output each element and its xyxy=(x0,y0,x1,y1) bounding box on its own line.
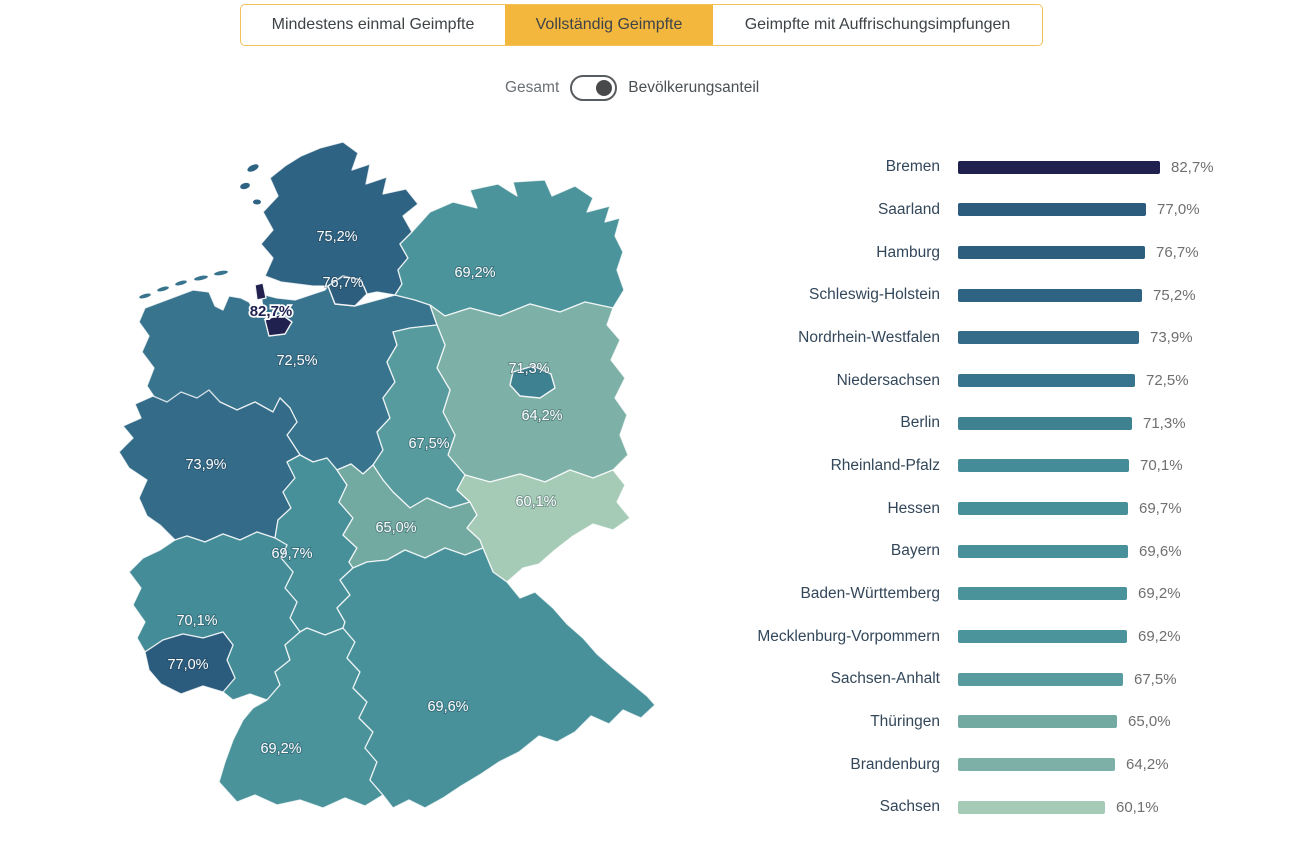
chart-row-hb: Bremen 82,7% xyxy=(700,146,1290,189)
tab-bar: Mindestens einmal Geimpfte Vollständig G… xyxy=(240,4,1043,46)
toggle-switch[interactable] xyxy=(570,75,618,101)
state-bar[interactable] xyxy=(958,459,1129,473)
chart-row-bb: Brandenburg 64,2% xyxy=(700,743,1290,786)
germany-choropleth-map: 75,2% 76,7% 69,2% 72,5% 82,7% 71,3% 64,2% 67,5%… xyxy=(115,140,665,844)
state-value: 72,5% xyxy=(1146,372,1189,390)
state-bar[interactable] xyxy=(958,416,1132,430)
chart-row-bw: Baden-Württemberg 69,2% xyxy=(700,573,1290,616)
map-state-hb[interactable] xyxy=(264,313,293,337)
chart-row-be: Berlin 71,3% xyxy=(700,402,1290,445)
toggle-knob xyxy=(596,80,613,96)
tab-geimpfte-mit-auffrischungsimpfungen[interactable]: Geimpfte mit Auffrischungsimpfungen xyxy=(713,5,1042,45)
state-bar[interactable] xyxy=(958,331,1139,345)
state-name: Bayern xyxy=(890,542,940,560)
state-bar[interactable] xyxy=(958,587,1127,601)
state-value: 70,1% xyxy=(1140,457,1183,475)
state-bar[interactable] xyxy=(958,288,1142,302)
state-value: 73,9% xyxy=(1150,329,1193,347)
state-bar[interactable] xyxy=(958,715,1117,729)
map-state-mv[interactable] xyxy=(394,179,625,317)
state-name: Rheinland-Pfalz xyxy=(830,456,940,474)
state-bar[interactable] xyxy=(958,246,1145,260)
state-value: 69,6% xyxy=(1139,542,1182,560)
state-value: 69,7% xyxy=(1139,500,1182,518)
state-bar[interactable] xyxy=(958,203,1146,217)
map-state-sh[interactable] xyxy=(260,141,419,296)
state-value: 75,2% xyxy=(1153,286,1196,304)
state-value: 64,2% xyxy=(1126,756,1169,774)
chart-row-hh: Hamburg 76,7% xyxy=(700,231,1290,274)
tab-vollstaendig-geimpfte[interactable]: Vollständig Geimpfte xyxy=(505,5,713,45)
state-bar[interactable] xyxy=(958,502,1128,516)
state-value: 69,2% xyxy=(1138,585,1181,603)
map-state-sl[interactable] xyxy=(144,631,236,695)
state-name: Nordrhein-Westfalen xyxy=(798,328,940,346)
chart-row-he: Hessen 69,7% xyxy=(700,487,1290,530)
chart-row-st: Sachsen-Anhalt 67,5% xyxy=(700,658,1290,701)
chart-row-sl: Saarland 77,0% xyxy=(700,189,1290,232)
map-state-sn[interactable] xyxy=(456,469,631,583)
state-name: Thüringen xyxy=(870,712,940,730)
state-name: Berlin xyxy=(900,414,940,432)
state-value: 69,2% xyxy=(1138,628,1181,646)
state-bar[interactable] xyxy=(958,544,1128,558)
map-state-hb[interactable] xyxy=(254,282,267,301)
state-value: 76,7% xyxy=(1156,244,1199,262)
state-name: Sachsen xyxy=(879,798,940,816)
state-bar[interactable] xyxy=(958,672,1123,686)
chart-row-th: Thüringen 65,0% xyxy=(700,701,1290,744)
map-state-hh[interactable] xyxy=(327,275,368,307)
state-value: 71,3% xyxy=(1143,414,1186,432)
state-name: Hamburg xyxy=(876,243,940,261)
chart-row-by: Bayern 69,6% xyxy=(700,530,1290,573)
chart-row-mv: Mecklenburg-Vorpommern 69,2% xyxy=(700,615,1290,658)
state-name: Brandenburg xyxy=(850,755,940,773)
metric-toggle-row: Gesamt Bevölkerungsanteil xyxy=(505,74,759,102)
state-bar[interactable] xyxy=(958,630,1127,644)
state-value: 60,1% xyxy=(1116,798,1159,816)
state-name: Bremen xyxy=(885,158,940,176)
chart-row-sn: Sachsen 60,1% xyxy=(700,786,1290,829)
state-name: Hessen xyxy=(887,499,940,517)
bar-chart: Bremen 82,7% Saarland 77,0% Hamburg 76,7% Schl… xyxy=(700,146,1290,829)
tab-mindestens-einmal-geimpfte[interactable]: Mindestens einmal Geimpfte xyxy=(241,5,505,45)
state-value: 65,0% xyxy=(1128,713,1171,731)
map-state-by[interactable] xyxy=(336,547,656,809)
state-value: 77,0% xyxy=(1157,201,1200,219)
state-bar[interactable] xyxy=(958,800,1105,814)
state-bar[interactable] xyxy=(958,758,1115,772)
chart-row-rp: Rheinland-Pfalz 70,1% xyxy=(700,445,1290,488)
state-name: Sachsen-Anhalt xyxy=(830,670,940,688)
state-name: Niedersachsen xyxy=(836,371,940,389)
chart-row-sh: Schleswig-Holstein 75,2% xyxy=(700,274,1290,317)
coastal-islands xyxy=(139,164,261,299)
state-name: Schleswig-Holstein xyxy=(809,286,940,304)
state-value: 82,7% xyxy=(1171,158,1214,176)
state-name: Saarland xyxy=(877,200,940,218)
state-bar[interactable] xyxy=(958,160,1160,174)
chart-row-nw: Nordrhein-Westfalen 73,9% xyxy=(700,317,1290,360)
state-name: Mecklenburg-Vorpommern xyxy=(757,627,940,645)
toggle-label-gesamt[interactable]: Gesamt xyxy=(505,79,560,96)
state-bar[interactable] xyxy=(958,374,1135,388)
state-value: 67,5% xyxy=(1134,670,1177,688)
state-name: Baden-Württemberg xyxy=(800,584,940,602)
toggle-label-bevoelkerungsanteil[interactable]: Bevölkerungsanteil xyxy=(628,79,760,96)
map-state-nw[interactable] xyxy=(118,389,301,543)
chart-row-ni: Niedersachsen 72,5% xyxy=(700,359,1290,402)
map-state-be[interactable] xyxy=(509,365,556,399)
